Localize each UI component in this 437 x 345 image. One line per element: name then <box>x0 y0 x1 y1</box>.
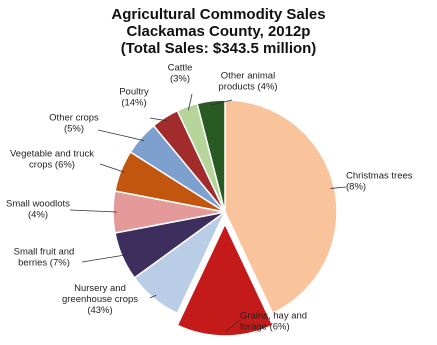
slice-label-7: Poultry (14%) <box>119 87 149 109</box>
leader-line-7 <box>149 117 168 122</box>
pie-slice-0 <box>224 99 338 315</box>
slice-label-2-line-2: (43%) <box>87 305 112 316</box>
leader-line-6 <box>97 129 145 141</box>
slice-label-3-line-1: berries (7%) <box>18 258 70 269</box>
slice-label-0: Christmas trees (8%) <box>346 171 413 193</box>
slice-label-3: Small fruit and berries (7%) <box>14 247 75 269</box>
chart-title-line-1: Agricultural Commodity Sales <box>111 6 326 23</box>
leader-line-0 <box>330 186 347 189</box>
leader-line-8 <box>188 93 193 111</box>
leader-line-1 <box>224 319 241 333</box>
pie-slices <box>112 99 338 337</box>
slice-label-6: Other crops (5%) <box>49 113 99 135</box>
slice-label-1: Grains, hay and forage (6%) <box>240 311 307 333</box>
slice-label-9-line-0: Other animal <box>221 71 275 82</box>
slice-label-9: Other animal products (4%) <box>218 71 277 93</box>
leader-line-2 <box>149 294 157 299</box>
slice-label-2: Nursery and greenhouse crops (43%) <box>62 283 138 316</box>
slice-label-4-line-1: (4%) <box>28 210 48 221</box>
pie-slice-9 <box>196 99 226 213</box>
slice-label-0-line-0: Christmas trees <box>346 171 413 182</box>
slice-label-3-line-0: Small fruit and <box>14 247 75 258</box>
leader-line-4 <box>69 209 118 213</box>
chart-title-line-2: Clackamas County, 2012p <box>126 23 311 40</box>
pie-slice-1 <box>176 222 274 337</box>
slice-label-4: Small woodlots (4%) <box>6 199 70 221</box>
slice-label-5-line-1: crops (6%) <box>29 160 75 171</box>
slice-label-5-line-0: Vegetable and truck <box>10 149 94 160</box>
slice-label-7-line-1: (14%) <box>121 98 146 109</box>
slice-label-0-line-1: (8%) <box>346 182 366 193</box>
slice-label-6-line-1: (5%) <box>64 124 84 135</box>
slice-label-8: Cattle (3%) <box>168 63 193 85</box>
chart-title-line-3: (Total Sales: $343.5 million) <box>120 40 317 57</box>
leader-line-9 <box>211 99 233 106</box>
leader-lines <box>69 93 347 333</box>
slice-label-5: Vegetable and truck crops (6%) <box>10 149 94 171</box>
slice-label-9-line-1: products (4%) <box>218 82 277 93</box>
slice-label-4-line-0: Small woodlots <box>6 199 70 210</box>
slice-label-2-line-1: greenhouse crops <box>62 294 138 305</box>
slice-label-8-line-1: (3%) <box>170 74 190 85</box>
slice-label-8-line-0: Cattle <box>168 63 193 74</box>
slice-labels: Christmas trees (8%) Grains, hay and forage… <box>6 63 413 333</box>
slice-label-7-line-0: Poultry <box>119 87 149 98</box>
slice-label-1-line-0: Grains, hay and <box>240 311 307 322</box>
slice-label-1-line-1: forage (6%) <box>240 322 290 333</box>
slice-label-6-line-0: Other crops <box>49 113 99 124</box>
slice-label-2-line-0: Nursery and <box>74 283 126 294</box>
leader-line-3 <box>81 254 126 263</box>
chart-title: Agricultural Commodity Sales Clackamas C… <box>0 6 437 57</box>
leader-line-5 <box>99 163 125 173</box>
